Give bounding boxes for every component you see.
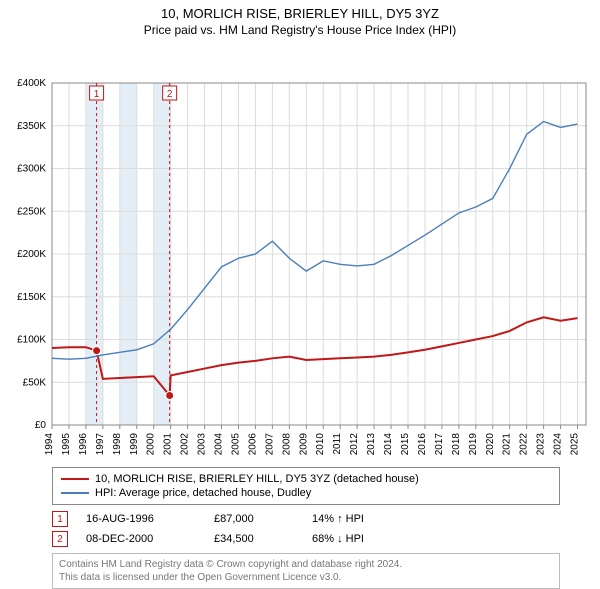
svg-text:£150K: £150K xyxy=(17,292,46,303)
svg-text:1996: 1996 xyxy=(78,433,89,456)
svg-text:2001: 2001 xyxy=(163,433,174,456)
page-subtitle: Price paid vs. HM Land Registry's House … xyxy=(0,21,600,37)
svg-text:£200K: £200K xyxy=(17,249,46,260)
svg-text:2023: 2023 xyxy=(536,433,547,456)
svg-text:2017: 2017 xyxy=(434,433,445,456)
attribution: Contains HM Land Registry data © Crown c… xyxy=(52,553,560,589)
svg-text:2005: 2005 xyxy=(230,433,241,456)
svg-text:£0: £0 xyxy=(35,420,47,431)
svg-text:£250K: £250K xyxy=(17,206,46,217)
attr-line: This data is licensed under the Open Gov… xyxy=(59,571,553,584)
svg-text:2008: 2008 xyxy=(281,433,292,456)
event-pct: 14% ↑ HPI xyxy=(312,513,412,525)
svg-text:2016: 2016 xyxy=(417,433,428,456)
svg-text:1997: 1997 xyxy=(95,433,106,456)
svg-text:2018: 2018 xyxy=(451,433,462,456)
page-title: 10, MORLICH RISE, BRIERLEY HILL, DY5 3YZ xyxy=(0,0,600,21)
legend-row: HPI: Average price, detached house, Dudl… xyxy=(61,486,551,500)
svg-text:£350K: £350K xyxy=(17,121,46,132)
svg-text:£100K: £100K xyxy=(17,335,46,346)
svg-text:2013: 2013 xyxy=(366,433,377,456)
svg-text:2010: 2010 xyxy=(315,433,326,456)
svg-text:1999: 1999 xyxy=(129,433,140,456)
svg-text:2006: 2006 xyxy=(247,433,258,456)
svg-text:£400K: £400K xyxy=(17,78,46,89)
svg-text:2024: 2024 xyxy=(553,433,564,456)
event-pct: 68% ↓ HPI xyxy=(312,533,412,545)
svg-text:1994: 1994 xyxy=(44,433,55,456)
svg-text:2000: 2000 xyxy=(146,433,157,456)
svg-text:2007: 2007 xyxy=(264,433,275,456)
event-date: 08-DEC-2000 xyxy=(86,533,196,545)
svg-text:2014: 2014 xyxy=(383,433,394,456)
svg-text:2004: 2004 xyxy=(214,433,225,456)
svg-text:2012: 2012 xyxy=(349,433,360,456)
event-marker: 1 xyxy=(52,511,68,527)
svg-text:2025: 2025 xyxy=(570,433,581,456)
svg-text:2011: 2011 xyxy=(332,433,343,455)
svg-text:2: 2 xyxy=(167,89,173,100)
svg-text:1998: 1998 xyxy=(112,433,123,456)
svg-text:1: 1 xyxy=(94,89,100,100)
event-marker: 2 xyxy=(52,531,68,547)
legend-swatch xyxy=(61,478,89,480)
event-price: £87,000 xyxy=(214,513,294,525)
svg-text:2022: 2022 xyxy=(519,433,530,456)
event-date: 16-AUG-1996 xyxy=(86,513,196,525)
legend-swatch xyxy=(61,492,89,494)
svg-text:2015: 2015 xyxy=(400,433,411,456)
svg-text:1995: 1995 xyxy=(61,433,72,456)
price-chart: £0 £50K £100K £150K £200K £250K £300K £350K £400… xyxy=(0,37,600,463)
svg-text:2009: 2009 xyxy=(298,433,309,456)
svg-text:2003: 2003 xyxy=(197,433,208,456)
svg-text:2002: 2002 xyxy=(180,433,191,456)
event-price: £34,500 xyxy=(214,533,294,545)
legend-row: 10, MORLICH RISE, BRIERLEY HILL, DY5 3YZ… xyxy=(61,472,551,486)
event-row: 1 16-AUG-1996 £87,000 14% ↑ HPI xyxy=(52,509,560,529)
event-row: 2 08-DEC-2000 £34,500 68% ↓ HPI xyxy=(52,529,560,549)
legend-label: HPI: Average price, detached house, Dudl… xyxy=(95,487,311,499)
legend-label: 10, MORLICH RISE, BRIERLEY HILL, DY5 3YZ… xyxy=(95,473,419,485)
svg-text:2020: 2020 xyxy=(485,433,496,456)
svg-text:2019: 2019 xyxy=(468,433,479,456)
svg-text:£50K: £50K xyxy=(23,377,47,388)
events-table: 1 16-AUG-1996 £87,000 14% ↑ HPI 2 08-DEC-2000… xyxy=(52,509,560,549)
legend: 10, MORLICH RISE, BRIERLEY HILL, DY5 3YZ… xyxy=(52,467,560,505)
svg-text:2021: 2021 xyxy=(502,433,513,456)
svg-text:£300K: £300K xyxy=(17,164,46,175)
